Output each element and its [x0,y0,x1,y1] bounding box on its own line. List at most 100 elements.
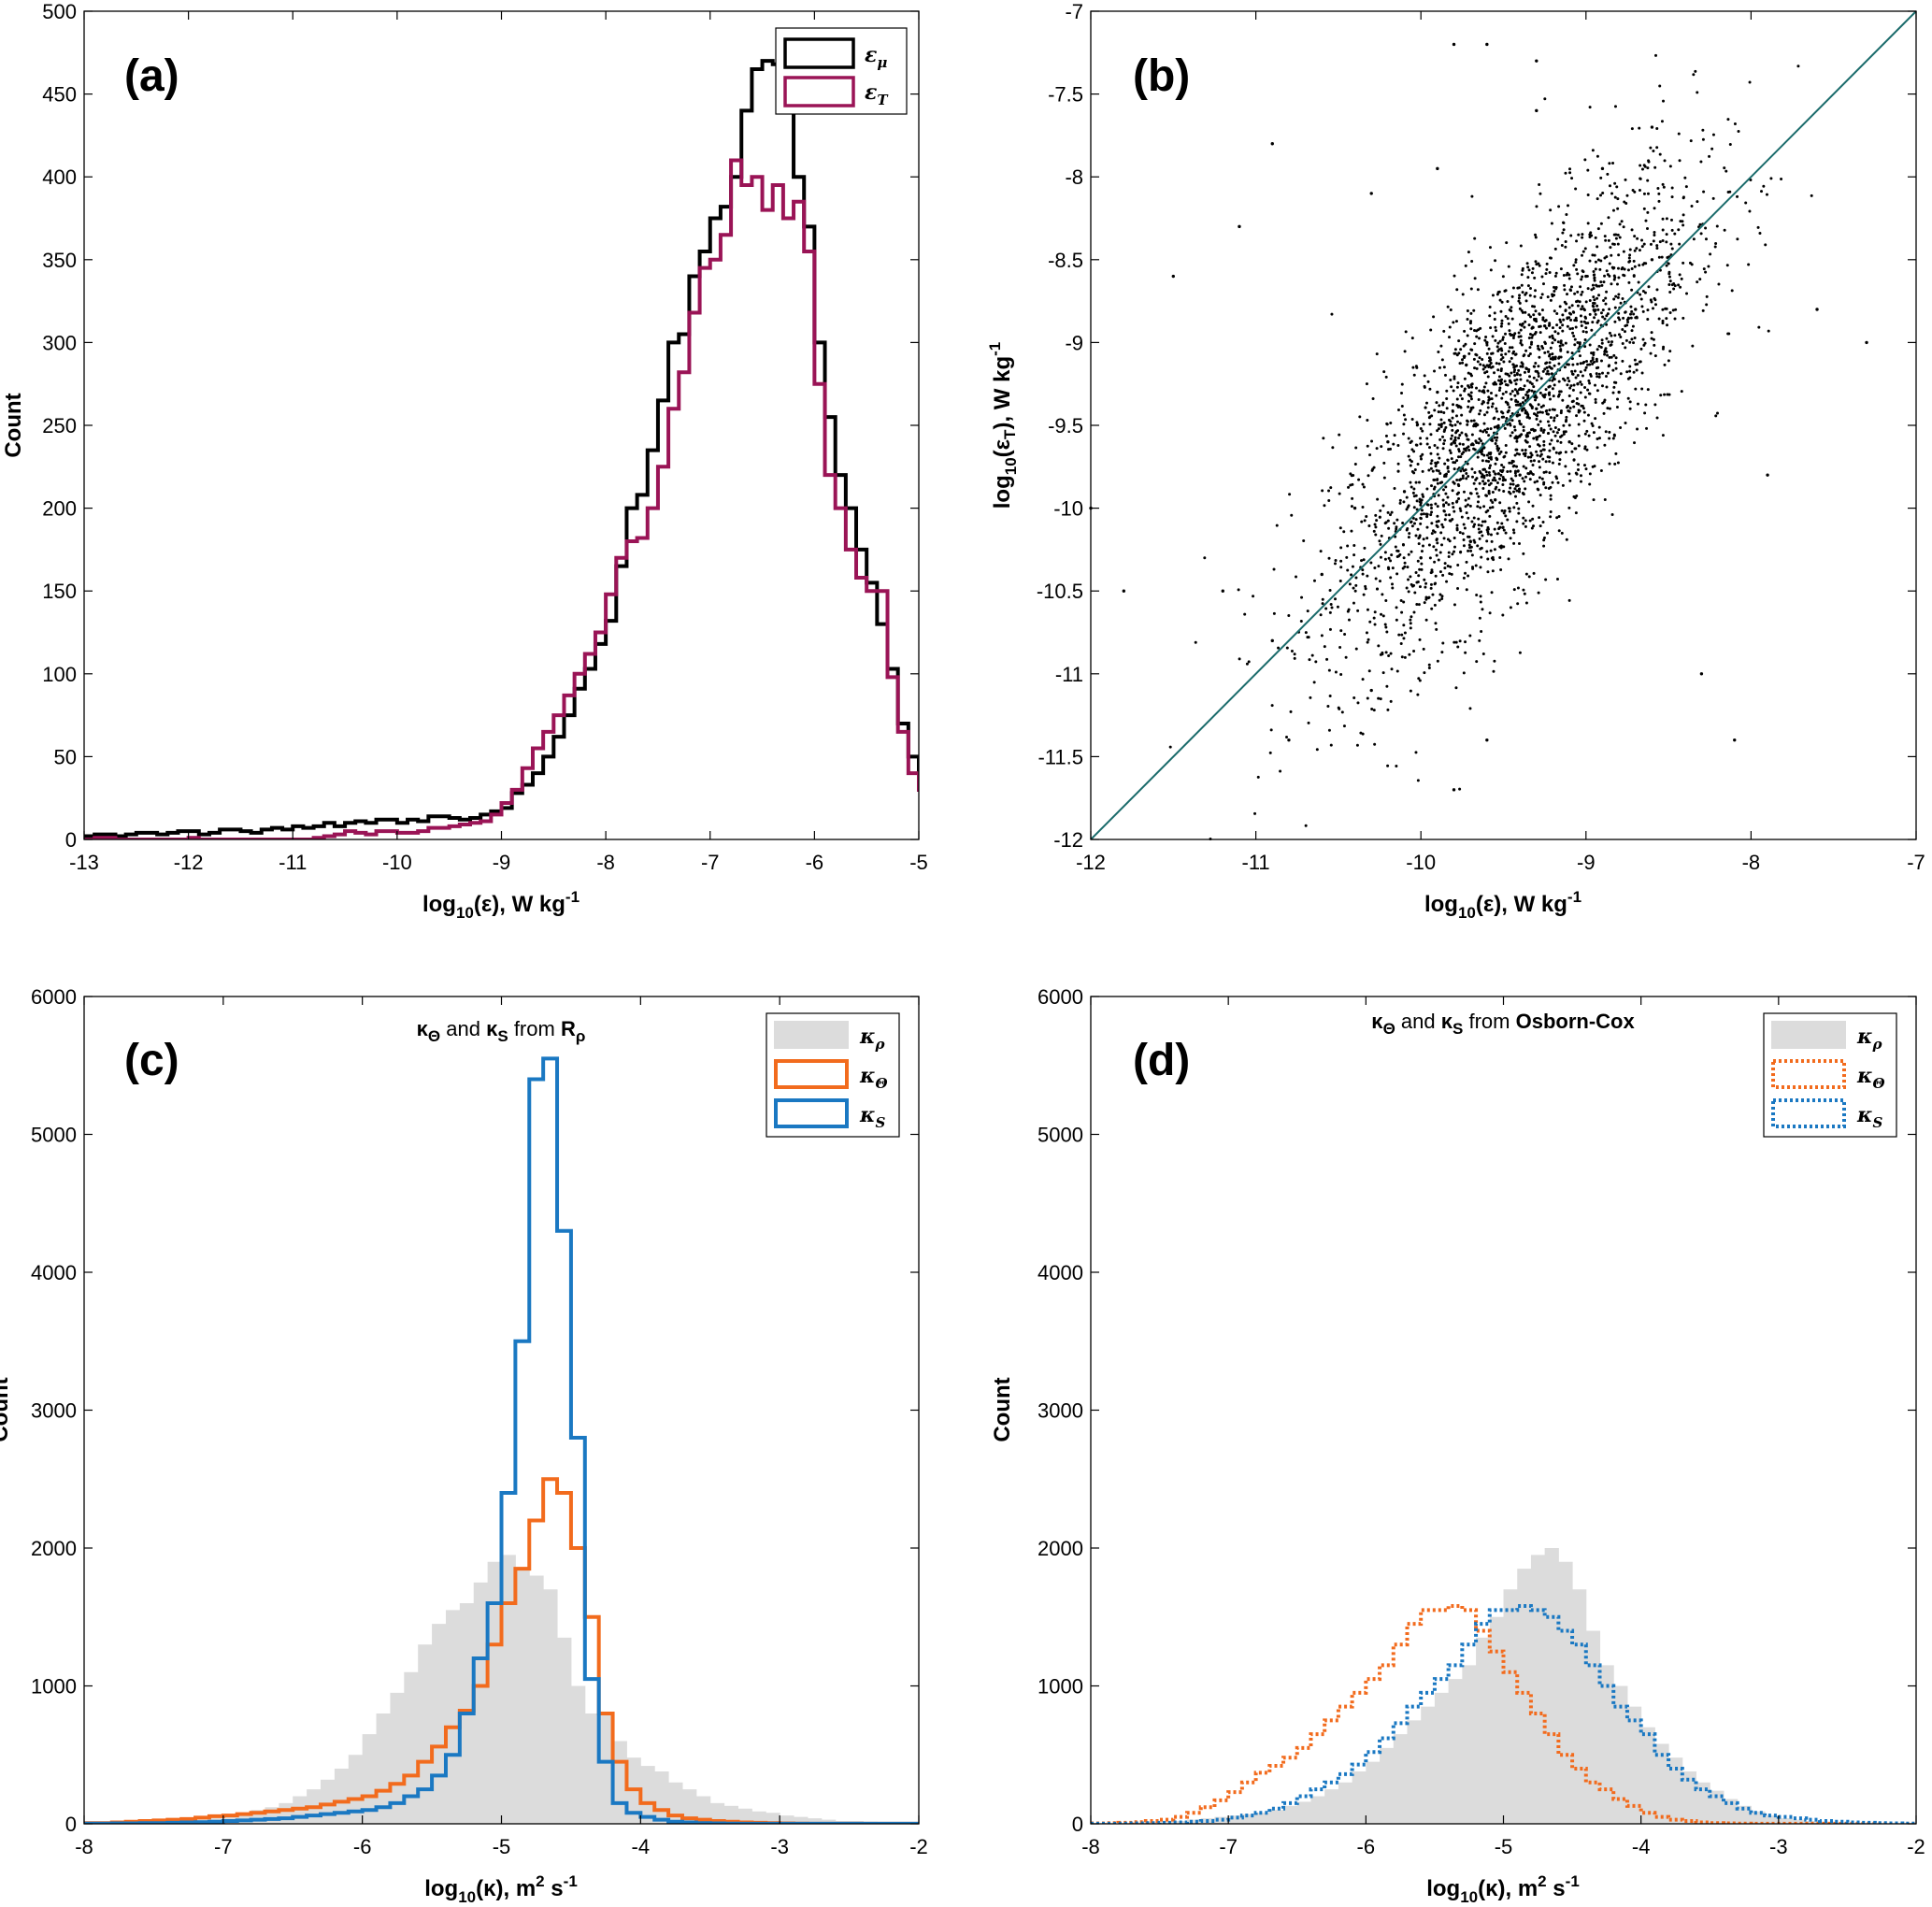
scatter-point [1425,487,1429,491]
scatter-point [1366,608,1369,611]
scatter-point [1568,171,1572,175]
scatter-point [1493,311,1496,315]
scatter-point [1495,407,1498,410]
scatter-point [1646,192,1650,195]
scatter-point [1427,543,1431,547]
scatter-point [1446,466,1450,469]
scatter-point [1563,283,1567,287]
scatter-point [1638,264,1641,267]
scatter-point [1523,480,1526,483]
scatter-point [1443,462,1447,466]
scatter-point [1560,244,1564,248]
scatter-point [1363,546,1367,550]
scatter-point [1453,545,1456,549]
scatter-point [1611,368,1615,372]
scatter-point [1504,289,1508,293]
scatter-point [1476,500,1480,504]
scatter-point [1541,347,1545,351]
scatter-point [1612,380,1616,384]
scatter-point [1641,290,1645,294]
scatter-point [1535,417,1538,421]
scatter-point [1474,439,1478,443]
scatter-point [1467,496,1470,500]
scatter-point [1579,474,1582,478]
scatter-point [1493,527,1496,531]
scatter-point [1586,222,1590,225]
panel-d-plot [1091,1548,1916,1824]
scatter-point [1453,274,1456,278]
scatter-point [1606,273,1610,277]
hist-bar [1696,1782,1710,1824]
scatter-point [1275,523,1279,527]
scatter-point [1617,253,1621,257]
scatter-point [1419,442,1423,446]
scatter-point [1665,264,1668,267]
scatter-point [1600,283,1604,287]
scatter-point [1510,317,1514,321]
scatter-point [1632,312,1636,316]
scatter-point [1566,377,1569,380]
scatter-point [1461,293,1465,296]
scatter-point [1455,404,1459,408]
scatter-point [1543,351,1547,354]
scatter-point [1406,506,1410,509]
scatter-point [1624,421,1627,424]
scatter-point [1561,313,1565,317]
scatter-point [1527,500,1531,504]
scatter-point [1658,84,1662,88]
scatter-point [1602,298,1606,302]
scatter-point [1556,332,1560,336]
scatter-point [1458,433,1462,437]
scatter-point [1497,362,1501,366]
scatter-point [1472,424,1476,428]
scatter-point [1500,349,1504,352]
scatter-point [1409,618,1412,622]
y-tick-label: 350 [42,249,77,272]
scatter-point [1626,320,1630,323]
scatter-point [1419,503,1423,507]
scatter-point [1569,285,1573,289]
scatter-point [1455,499,1459,503]
scatter-point [1467,535,1470,538]
scatter-point [1427,663,1431,667]
scatter-point [1489,455,1493,459]
scatter-point [1542,470,1546,474]
scatter-point [1493,416,1496,420]
scatter-point [1398,498,1402,502]
scatter-point [1487,492,1491,495]
scatter-point [1646,388,1650,392]
x-tick-label: -7 [214,1835,233,1858]
scatter-point [1429,582,1433,586]
scatter-point [1564,171,1567,175]
x-tick-label: -12 [174,851,204,874]
scatter-point [1443,566,1447,570]
scatter-point [1410,460,1413,464]
scatter-point [1498,477,1502,480]
scatter-point [1483,338,1487,342]
scatter-point [1407,437,1410,440]
scatter-point [1512,506,1516,509]
scatter-point [1358,415,1362,419]
scatter-point [1484,335,1488,338]
scatter-point [1653,207,1656,210]
hist-bar [570,1685,586,1824]
scatter-point [1377,565,1381,568]
scatter-point [1516,602,1520,606]
scatter-point [1535,108,1538,113]
scatter-point [1592,360,1596,364]
scatter-point [1640,305,1644,308]
scatter-point [1432,545,1436,549]
scatter-point [1714,414,1718,418]
hist-bar [557,1637,572,1824]
scatter-point [1405,528,1409,532]
scatter-point [1519,402,1523,406]
scatter-point [1567,409,1571,413]
scatter-point [1338,526,1342,530]
x-tick-label: -7 [1219,1835,1238,1858]
hist-bar [236,1813,252,1824]
scatter-point [1409,575,1412,579]
scatter-point [1512,541,1516,545]
scatter-point [1499,353,1503,357]
scatter-point [1434,461,1438,465]
scatter-point [1533,317,1537,321]
